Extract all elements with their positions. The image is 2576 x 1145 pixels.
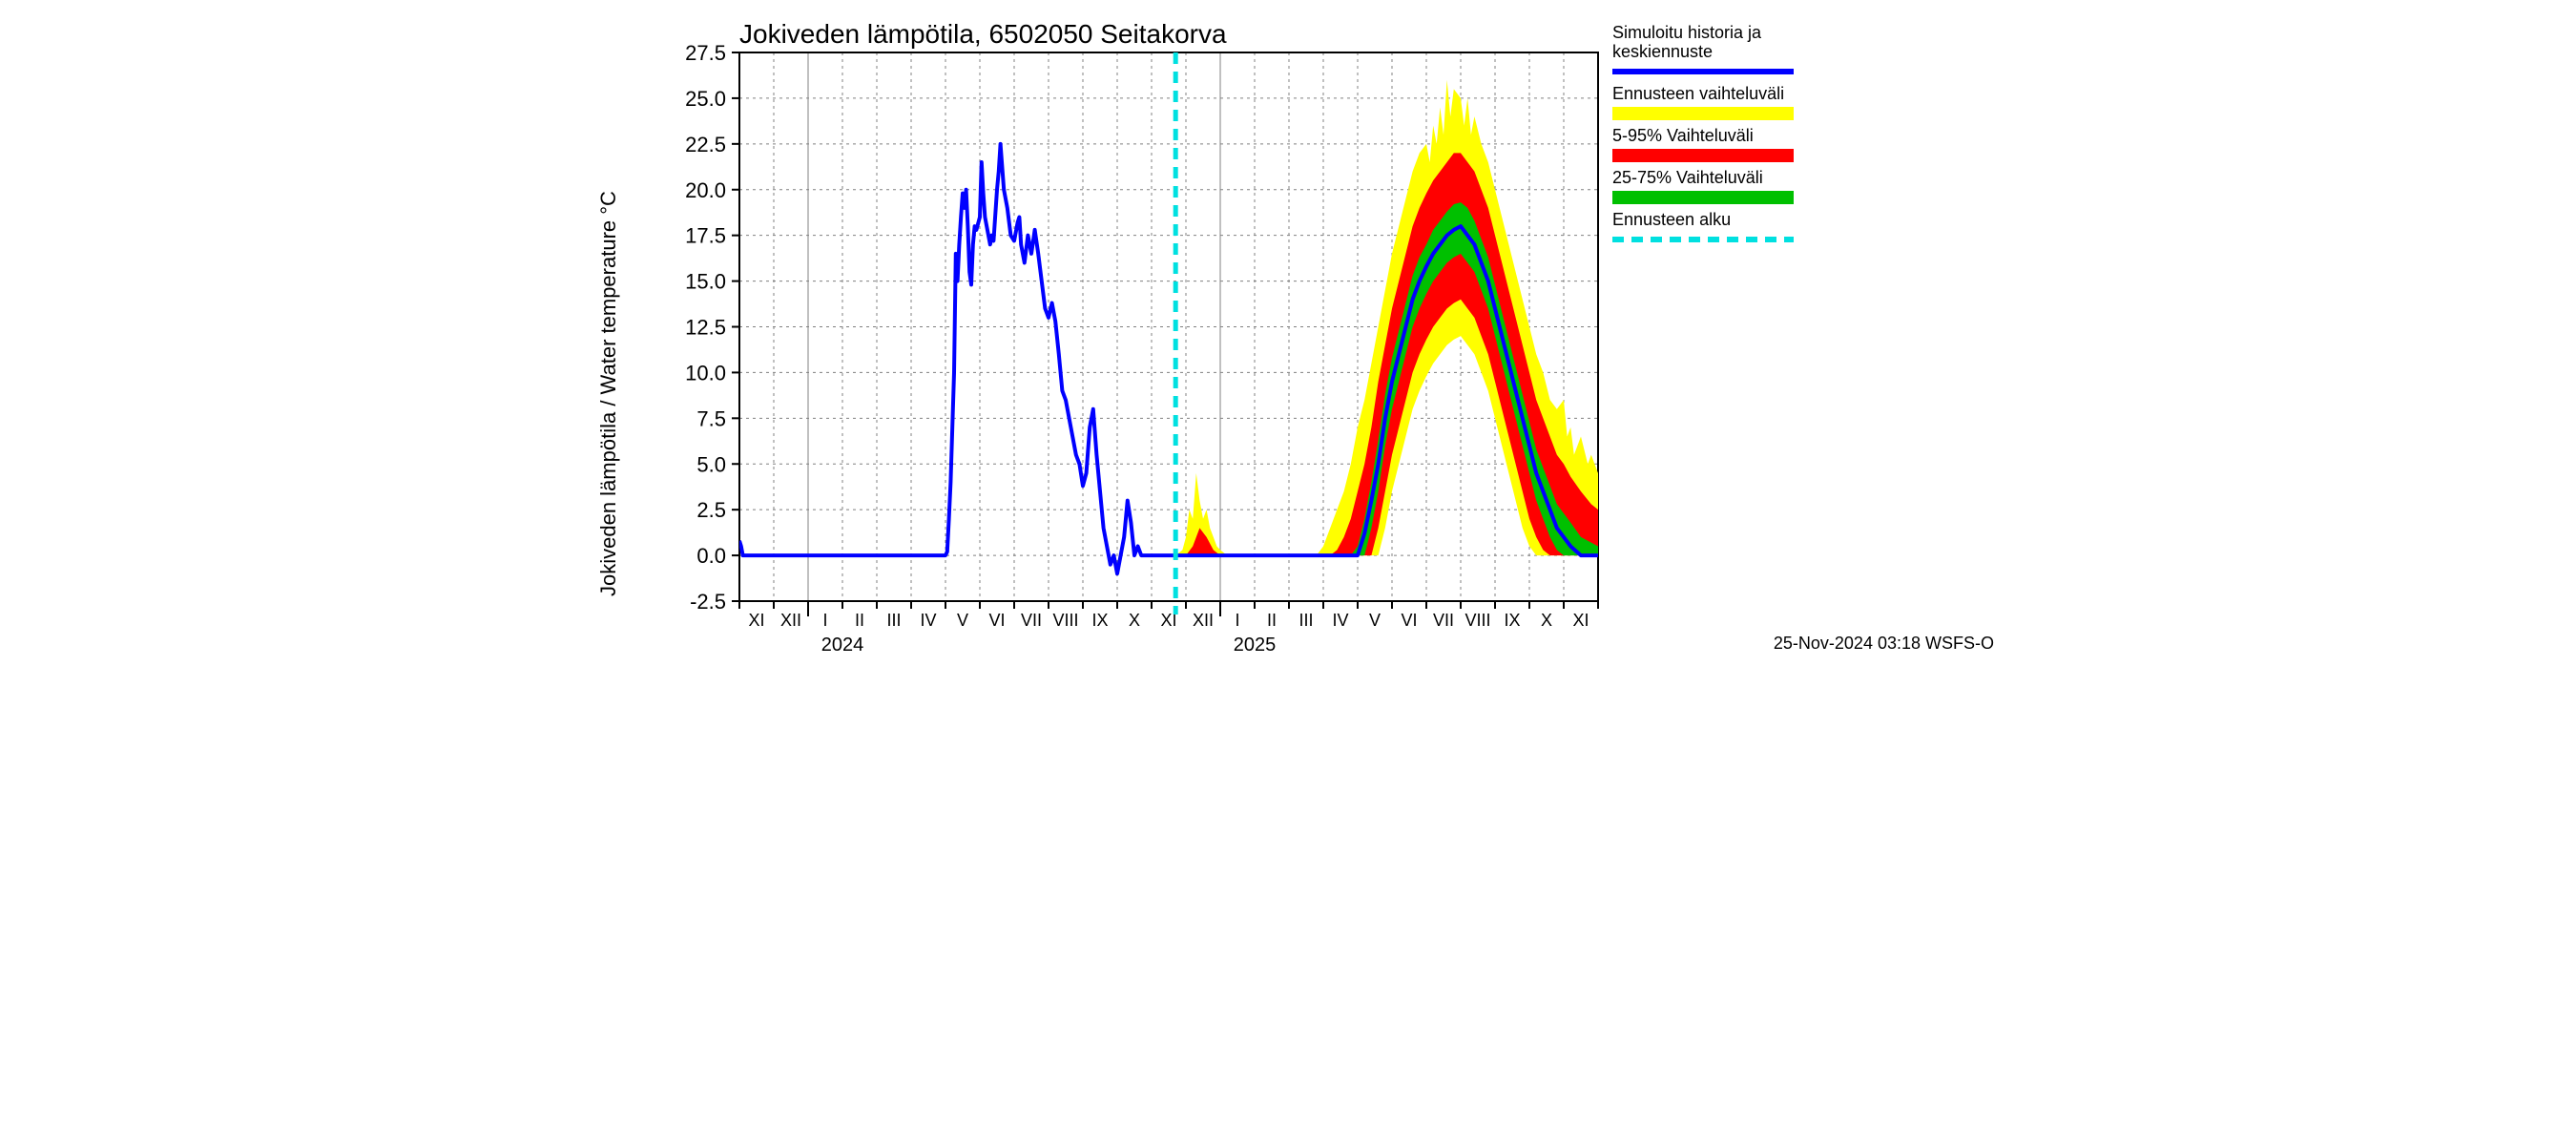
- x-month-label: X: [1541, 611, 1552, 630]
- x-month-label: IV: [1332, 611, 1348, 630]
- x-month-label: II: [855, 611, 864, 630]
- x-month-label: I: [822, 611, 827, 630]
- x-month-label: III: [1298, 611, 1313, 630]
- x-month-label: III: [886, 611, 901, 630]
- x-month-label: I: [1235, 611, 1239, 630]
- y-tick-label: 27.5: [685, 41, 726, 65]
- y-tick-label: 22.5: [685, 133, 726, 156]
- legend-label: Ennusteen alku: [1612, 210, 1731, 229]
- x-month-label: IV: [920, 611, 936, 630]
- legend-swatch: [1612, 107, 1794, 120]
- y-tick-label: 15.0: [685, 270, 726, 294]
- x-month-label: IX: [1091, 611, 1108, 630]
- y-tick-label: -2.5: [690, 590, 726, 614]
- legend-label: 25-75% Vaihteluväli: [1612, 168, 1763, 187]
- x-year-label: 2024: [821, 635, 864, 656]
- x-month-label: VII: [1021, 611, 1042, 630]
- y-axis-label: Jokiveden lämpötila / Water temperature …: [596, 191, 620, 596]
- x-month-label: V: [1369, 611, 1381, 630]
- legend-label: keskiennuste: [1612, 42, 1713, 61]
- y-tick-label: 12.5: [685, 316, 726, 340]
- y-tick-label: 10.0: [685, 361, 726, 385]
- x-month-label: VIII: [1465, 611, 1490, 630]
- footer-timestamp: 25-Nov-2024 03:18 WSFS-O: [1774, 634, 1994, 653]
- y-tick-label: 7.5: [696, 406, 726, 430]
- legend-swatch: [1612, 149, 1794, 162]
- water-temp-chart: -2.5 0.0 2.5 5.0 7.5 10.0 12.5 15.0 17.5 20.0 22.5…: [572, 0, 2004, 697]
- x-month-label: V: [957, 611, 968, 630]
- x-month-label: II: [1267, 611, 1277, 630]
- x-year-label: 2025: [1234, 635, 1277, 656]
- x-month-label: VI: [988, 611, 1005, 630]
- x-month-label: XII: [780, 611, 801, 630]
- x-month-label: VIII: [1052, 611, 1078, 630]
- chart-title: Jokiveden lämpötila, 6502050 Seitakorva: [739, 19, 1227, 49]
- x-month-label: VII: [1433, 611, 1454, 630]
- x-month-label: XI: [1572, 611, 1589, 630]
- x-month-label: X: [1129, 611, 1140, 630]
- y-tick-label: 25.0: [685, 87, 726, 111]
- x-month-label: XI: [748, 611, 764, 630]
- y-tick-label: 17.5: [685, 224, 726, 248]
- legend-label: 5-95% Vaihteluväli: [1612, 126, 1754, 145]
- y-tick-label: 5.0: [696, 452, 726, 476]
- legend-label: Ennusteen vaihteluväli: [1612, 84, 1784, 103]
- y-tick-label: 20.0: [685, 178, 726, 202]
- x-month-label: IX: [1504, 611, 1520, 630]
- legend-swatch: [1612, 191, 1794, 204]
- y-tick-label: 2.5: [696, 498, 726, 522]
- y-tick-label: 0.0: [696, 544, 726, 568]
- x-month-label: XII: [1193, 611, 1214, 630]
- x-month-label: VI: [1401, 611, 1417, 630]
- legend-label: Simuloitu historia ja: [1612, 23, 1762, 42]
